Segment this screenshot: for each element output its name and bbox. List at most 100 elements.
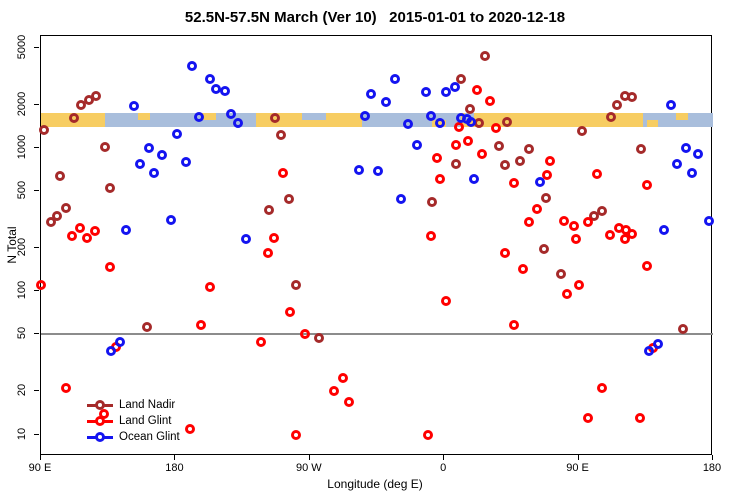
data-point-ocean-glint (643, 346, 654, 357)
plot-area: Land Nadir Land Glint Ocean Glint (36, 35, 714, 455)
data-point-land-glint (597, 383, 608, 394)
data-point-land-nadir (276, 130, 287, 141)
data-point-land-glint (627, 228, 638, 239)
data-point-ocean-glint (687, 168, 698, 179)
data-point-ocean-glint (666, 100, 677, 111)
data-point-land-glint (277, 168, 288, 179)
y-tick-label: 50 (16, 327, 28, 340)
data-point-ocean-glint (121, 225, 132, 235)
data-point-land-glint (451, 140, 462, 151)
data-point-land-glint (561, 288, 572, 299)
data-point-land-glint (582, 413, 593, 424)
data-point-ocean-glint (225, 109, 236, 120)
data-point-ocean-glint (681, 143, 692, 154)
data-point-land-glint (262, 248, 273, 259)
data-point-land-glint (425, 231, 436, 242)
data-point-ocean-glint (366, 89, 377, 100)
data-point-ocean-glint (412, 139, 423, 150)
data-point-land-nadir (83, 94, 94, 105)
data-point-land-glint (440, 295, 451, 306)
data-point-ocean-glint (373, 165, 384, 176)
data-point-land-glint (337, 372, 348, 383)
coastline-band-ocean (642, 113, 713, 127)
data-point-ocean-glint (440, 87, 451, 98)
data-point-land-glint (195, 320, 206, 331)
data-point-land-nadir (464, 103, 475, 114)
data-point-land-nadir (500, 160, 511, 171)
data-point-land-glint (634, 413, 645, 424)
data-point-land-nadir (142, 322, 153, 333)
coastline-band-ocean-patch (302, 113, 327, 120)
coastline-band-land-patch (138, 113, 150, 120)
data-point-land-glint (570, 233, 581, 244)
data-point-land-glint (642, 180, 653, 191)
x-tick-mark (308, 455, 310, 460)
data-point-land-glint (454, 122, 465, 133)
data-point-land-glint (291, 429, 302, 440)
legend-row-ocean-glint: Ocean Glint (87, 430, 207, 444)
data-point-land-glint (545, 156, 556, 167)
data-point-land-nadir (100, 141, 111, 152)
data-point-land-glint (61, 383, 72, 394)
legend-marker-circle (95, 432, 105, 442)
data-point-land-glint (476, 148, 487, 159)
data-point-land-nadir (636, 143, 647, 154)
data-point-land-glint (185, 423, 196, 434)
data-point-ocean-glint (703, 215, 714, 226)
data-point-land-nadir (612, 100, 623, 111)
y-tick-mark (34, 190, 39, 192)
data-point-land-nadir (515, 156, 526, 167)
data-point-land-glint (573, 279, 584, 290)
data-point-land-glint (619, 233, 630, 244)
data-point-land-nadir (39, 124, 49, 135)
y-tick-mark (34, 333, 39, 335)
data-point-ocean-glint (219, 86, 230, 97)
data-point-ocean-glint (204, 73, 215, 84)
data-point-ocean-glint (149, 168, 160, 179)
data-point-land-glint (542, 169, 553, 180)
data-point-land-glint (104, 261, 115, 272)
x-tick-label: 90 W (295, 462, 322, 474)
data-point-land-nadir (678, 323, 689, 334)
data-point-ocean-glint (434, 117, 445, 128)
data-point-land-glint (591, 169, 602, 180)
coastline-band-land-patch (200, 113, 216, 120)
data-point-land-glint (472, 84, 483, 95)
y-tick-label: 2000 (16, 91, 28, 117)
data-point-land-nadir (291, 279, 302, 290)
data-point-land-nadir (501, 117, 512, 128)
data-point-land-glint (531, 203, 542, 214)
data-point-land-glint (67, 231, 78, 242)
data-point-land-glint (74, 222, 85, 233)
data-point-land-glint (328, 386, 339, 397)
y-tick-mark (34, 147, 39, 149)
x-tick-label: 90 E (28, 462, 52, 474)
data-point-ocean-glint (156, 150, 167, 161)
data-point-land-nadir (427, 197, 438, 208)
data-point-land-glint (569, 221, 580, 232)
data-point-land-nadir (52, 211, 63, 222)
data-point-ocean-glint (210, 83, 221, 94)
legend-label: Land Glint (119, 415, 172, 427)
data-point-land-nadir (283, 194, 294, 205)
y-tick-label: 1000 (16, 134, 28, 160)
data-point-ocean-glint (403, 118, 414, 129)
data-point-land-nadir (455, 74, 466, 85)
x-tick-mark (40, 455, 41, 460)
data-point-land-glint (485, 96, 496, 107)
data-point-land-glint (422, 429, 433, 440)
y-tick-mark (34, 433, 39, 435)
y-tick-mark (34, 247, 39, 249)
data-point-land-glint (642, 261, 653, 272)
data-point-ocean-glint (534, 177, 545, 187)
data-point-ocean-glint (380, 96, 391, 107)
x-tick-label: 90 E (566, 462, 589, 474)
chart-title: 52.5N-57.5N March (Ver 10) 2015-01-01 to… (184, 9, 566, 26)
data-point-land-nadir (104, 183, 115, 194)
reference-line-50 (41, 333, 713, 336)
y-tick-label: 20 (16, 384, 28, 397)
data-point-ocean-glint (421, 87, 432, 98)
data-point-land-glint (343, 396, 354, 407)
data-point-ocean-glint (354, 164, 365, 175)
